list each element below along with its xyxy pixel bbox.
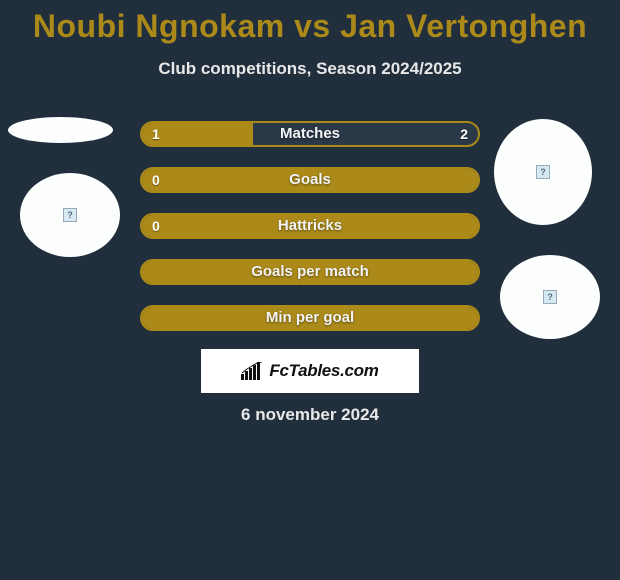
player-photo-right-top: ?: [494, 119, 592, 225]
date-label: 6 november 2024: [0, 405, 620, 425]
stat-bar: Min per goal: [140, 305, 480, 331]
comparison-title: Noubi Ngnokam vs Jan Vertonghen: [0, 0, 620, 45]
stat-value-right: 2: [460, 123, 468, 145]
stat-bar: 0 Hattricks: [140, 213, 480, 239]
player-photo-ellipse-left: [8, 117, 113, 143]
brand-box: FcTables.com: [201, 349, 419, 393]
stat-bar: 1 Matches 2: [140, 121, 480, 147]
stat-label: Matches: [142, 123, 478, 145]
brand-chart-icon: [241, 362, 265, 380]
player-photo-left: ?: [20, 173, 120, 257]
stat-label: Hattricks: [142, 215, 478, 237]
stat-bar: Goals per match: [140, 259, 480, 285]
comparison-subtitle: Club competitions, Season 2024/2025: [0, 59, 620, 79]
stat-bars: 1 Matches 2 0 Goals 0 Hattricks Goals pe…: [140, 121, 480, 351]
brand-text: FcTables.com: [269, 361, 378, 381]
stat-label: Goals: [142, 169, 478, 191]
stat-label: Goals per match: [142, 261, 478, 283]
image-placeholder-icon: ?: [543, 290, 557, 304]
image-placeholder-icon: ?: [63, 208, 77, 222]
stat-label: Min per goal: [142, 307, 478, 329]
image-placeholder-icon: ?: [536, 165, 550, 179]
stat-bar: 0 Goals: [140, 167, 480, 193]
player-photo-right-bottom: ?: [500, 255, 600, 339]
